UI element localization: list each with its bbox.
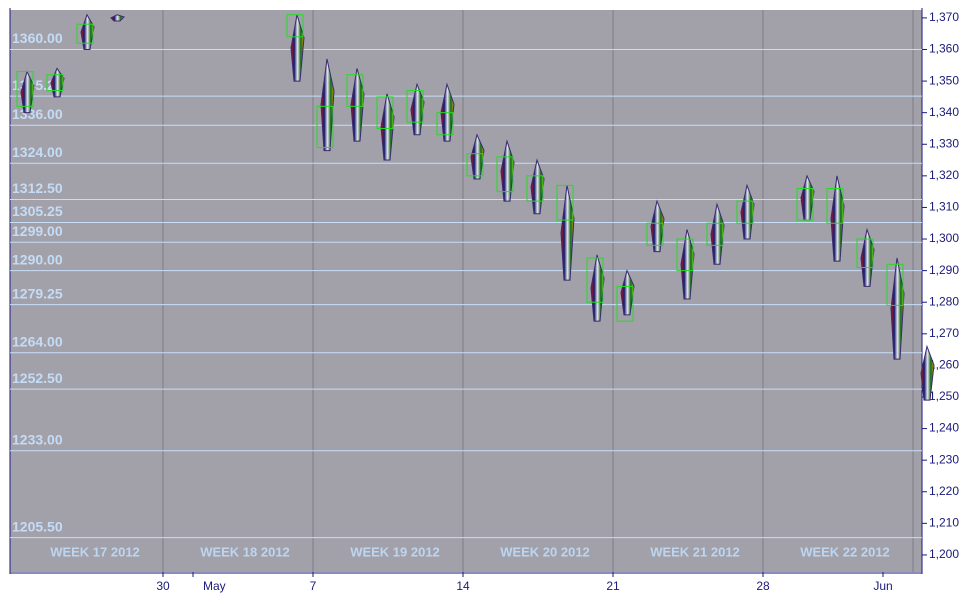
level-label: 1360.00 bbox=[12, 30, 63, 46]
profile bbox=[110, 14, 125, 22]
y-tick-label: 1,270 bbox=[929, 326, 959, 340]
level-label: 1312.50 bbox=[12, 180, 63, 196]
x-tick-label: May bbox=[203, 579, 226, 593]
y-tick-label: 1,240 bbox=[929, 421, 959, 435]
x-tick-label: 21 bbox=[606, 579, 620, 593]
value-area bbox=[646, 222, 664, 246]
level-label: 1324.00 bbox=[12, 144, 63, 160]
week-label: WEEK 19 2012 bbox=[350, 544, 440, 559]
x-tick-label: 14 bbox=[456, 579, 470, 593]
value-area bbox=[286, 14, 304, 38]
value-area bbox=[796, 187, 814, 221]
profile bbox=[320, 58, 335, 152]
value-area bbox=[406, 90, 424, 123]
value-area bbox=[586, 257, 604, 303]
value-area bbox=[736, 200, 754, 224]
level-label: 1205.50 bbox=[12, 518, 63, 534]
y-tick-label: 1,200 bbox=[929, 547, 959, 561]
profile bbox=[710, 202, 725, 265]
plot-area bbox=[10, 10, 922, 572]
y-tick-label: 1,300 bbox=[929, 231, 959, 245]
value-area bbox=[616, 285, 634, 322]
y-tick-label: 1,250 bbox=[929, 389, 959, 403]
y-tick-label: 1,350 bbox=[929, 73, 959, 87]
profile bbox=[650, 199, 665, 253]
value-area bbox=[436, 112, 454, 136]
y-tick-label: 1,280 bbox=[929, 294, 959, 308]
x-tick-label: 28 bbox=[756, 579, 770, 593]
level-label: 1299.00 bbox=[12, 223, 63, 239]
week-label: WEEK 20 2012 bbox=[500, 544, 590, 559]
x-tick-label: 30 bbox=[156, 579, 170, 593]
value-area bbox=[16, 71, 34, 107]
value-area bbox=[46, 74, 64, 92]
y-tick-label: 1,320 bbox=[929, 168, 959, 182]
value-area bbox=[826, 187, 844, 224]
value-area bbox=[496, 156, 514, 193]
y-tick-label: 1,290 bbox=[929, 263, 959, 277]
value-area bbox=[376, 96, 394, 129]
week-label: WEEK 21 2012 bbox=[650, 544, 740, 559]
y-tick-label: 1,220 bbox=[929, 484, 959, 498]
y-tick-label: 1,340 bbox=[929, 105, 959, 119]
value-area bbox=[676, 238, 694, 272]
level-label: 1290.00 bbox=[12, 251, 63, 267]
value-area bbox=[526, 175, 544, 202]
value-area bbox=[316, 105, 334, 148]
y-tick-label: 1,260 bbox=[929, 358, 959, 372]
profile bbox=[470, 133, 485, 180]
level-label: 1336.00 bbox=[12, 106, 63, 122]
y-tick-label: 1,310 bbox=[929, 200, 959, 214]
value-area bbox=[466, 153, 484, 177]
value-area bbox=[886, 263, 904, 306]
y-tick-label: 1,370 bbox=[929, 10, 959, 24]
level-label: 1233.00 bbox=[12, 431, 63, 447]
level-label: 1305.25 bbox=[12, 203, 63, 219]
x-tick-label: 7 bbox=[310, 579, 317, 593]
value-area bbox=[76, 23, 94, 44]
value-area bbox=[556, 184, 574, 221]
y-tick-label: 1,330 bbox=[929, 136, 959, 150]
profile bbox=[620, 269, 635, 316]
level-label: 1252.50 bbox=[12, 370, 63, 386]
y-tick-label: 1,210 bbox=[929, 516, 959, 530]
week-label: WEEK 17 2012 bbox=[50, 544, 140, 559]
profile bbox=[920, 344, 935, 401]
value-area bbox=[856, 238, 874, 268]
value-area bbox=[346, 74, 364, 107]
value-area bbox=[706, 222, 724, 246]
x-tick-label: Jun bbox=[873, 579, 892, 593]
y-tick-label: 1,230 bbox=[929, 452, 959, 466]
y-tick-label: 1,360 bbox=[929, 42, 959, 56]
week-label: WEEK 22 2012 bbox=[800, 544, 890, 559]
week-label: WEEK 18 2012 bbox=[200, 544, 290, 559]
level-label: 1264.00 bbox=[12, 333, 63, 349]
level-label: 1279.25 bbox=[12, 285, 63, 301]
